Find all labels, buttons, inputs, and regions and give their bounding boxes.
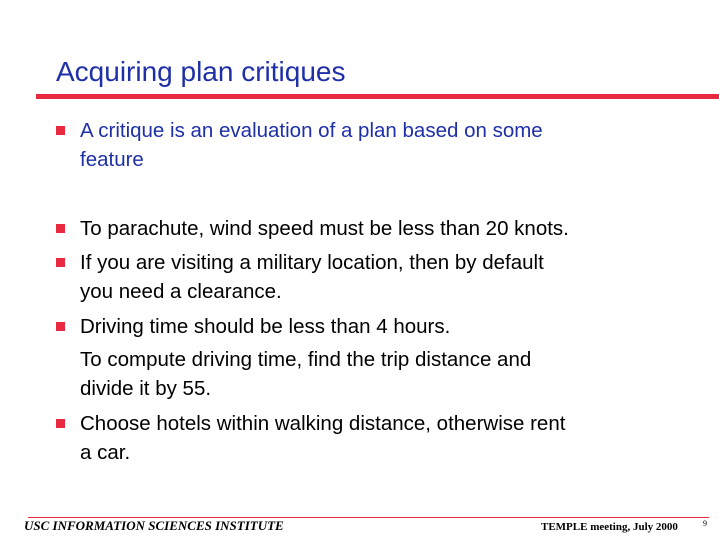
footer-divider	[28, 517, 709, 518]
bullet-text-line: divide it by 55.	[80, 377, 212, 400]
bullet-text-line: you need a clearance.	[80, 280, 282, 303]
bullet-text-line: Driving time should be less than 4 hours…	[80, 315, 451, 338]
bullet-text-line: A critique is an evaluation of a plan ba…	[80, 119, 543, 142]
bullet-text-line: To parachute, wind speed must be less th…	[80, 217, 569, 240]
slide-title: Acquiring plan critiques	[56, 56, 346, 87]
title-underline	[36, 94, 719, 99]
bullet-square-icon	[56, 258, 65, 267]
bullet-text-line: Choose hotels within walking distance, o…	[80, 412, 566, 435]
page-number: 9	[703, 519, 707, 528]
bullet-square-icon	[56, 224, 65, 233]
bullet-text-line: feature	[80, 148, 144, 171]
footer-institute: USC INFORMATION SCIENCES INSTITUTE	[24, 518, 284, 533]
bullet-square-icon	[56, 419, 65, 428]
bullet-text-line: If you are visiting a military location,…	[80, 251, 544, 274]
bullet-text-line: a car.	[80, 441, 131, 464]
bullet-square-icon	[56, 322, 65, 331]
bullet-text-line: To compute driving time, find the trip d…	[80, 348, 532, 371]
bullet-square-icon	[56, 126, 65, 135]
footer-meeting: TEMPLE meeting, July 2000	[541, 521, 678, 533]
